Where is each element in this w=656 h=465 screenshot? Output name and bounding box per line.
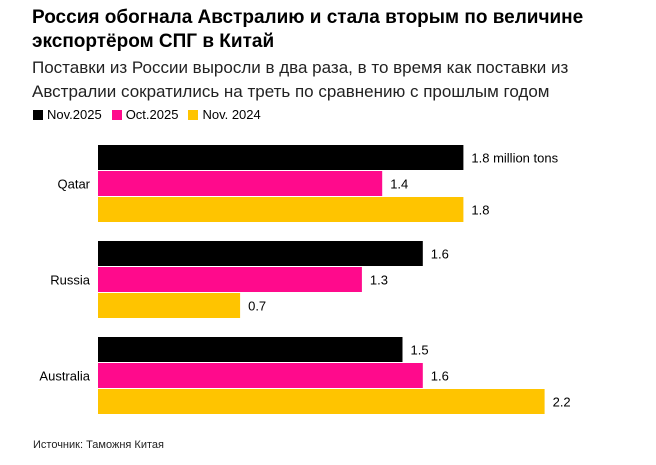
category-label: Australia <box>39 369 90 384</box>
bar-russia-1 <box>98 267 362 292</box>
legend-label: Nov. 2024 <box>202 107 261 122</box>
legend-swatch <box>111 109 122 120</box>
legend-item: Nov. 2024 <box>188 107 261 122</box>
legend-item: Nov.2025 <box>33 107 102 122</box>
data-label: 1.6 <box>431 247 449 262</box>
data-label: 1.8 <box>471 203 489 218</box>
data-label: 1.6 <box>431 369 449 384</box>
chart-subtitle: Поставки из России выросли в два раза, в… <box>32 58 569 101</box>
legend: Nov.2025 Oct.2025 Nov. 2024 <box>33 107 261 122</box>
legend-swatch <box>33 109 43 120</box>
legend-swatch <box>188 109 199 120</box>
data-label: 1.8 million tons <box>471 151 558 166</box>
bar-australia-0 <box>98 337 403 362</box>
legend-item: Oct.2025 <box>111 107 179 122</box>
legend-label: Nov.2025 <box>47 107 102 122</box>
source-note: Источник: Таможня Китая <box>33 439 164 451</box>
data-label: 1.5 <box>411 343 429 358</box>
data-label: 1.4 <box>390 177 408 192</box>
bar-russia-2 <box>98 293 241 318</box>
legend-label: Oct.2025 <box>125 107 179 122</box>
category-label: Russia <box>50 273 91 288</box>
data-label: 2.2 <box>553 395 571 410</box>
data-label: 1.3 <box>370 273 388 288</box>
bar-qatar-0 <box>98 145 464 170</box>
bar-australia-1 <box>98 363 423 388</box>
data-label: 0.7 <box>248 299 266 314</box>
category-label: Qatar <box>57 177 90 192</box>
bar-russia-0 <box>98 241 423 266</box>
bar-qatar-2 <box>98 197 464 222</box>
chart-title: Россия обогнала Австралию и стала вторым… <box>32 7 584 52</box>
bar-australia-2 <box>98 389 545 414</box>
bar-qatar-1 <box>98 171 383 196</box>
